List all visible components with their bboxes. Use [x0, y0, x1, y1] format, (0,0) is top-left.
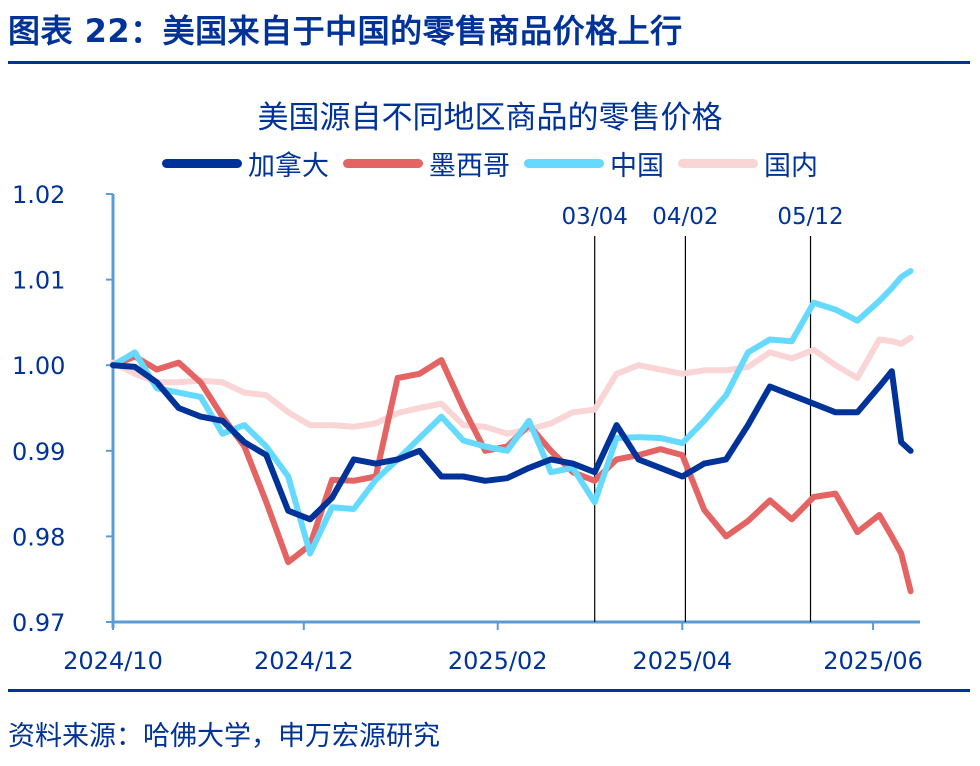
series-line-2: [110, 268, 914, 557]
legend: 加拿大 墨西哥 中国 国内: [0, 144, 980, 183]
chart-title: 美国源自不同地区商品的零售价格: [257, 100, 723, 136]
y-tick-label: 0.98: [12, 523, 65, 551]
figure-title: 图表 22：美国来自于中国的零售商品价格上行: [8, 12, 683, 50]
legend-label: 中国: [610, 151, 664, 182]
line-chart: 1.02 1.01 1.00 0.99 0.98 0.97 2024/10 2024/12 20…: [12, 181, 923, 675]
x-tick-label: 2025/02: [448, 647, 548, 675]
footer-divider: [8, 689, 970, 692]
legend-label: 国内: [764, 151, 818, 182]
x-tick-label: 2024/12: [254, 647, 354, 675]
event-label: 05/12: [777, 204, 843, 230]
legend-item-canada: 加拿大: [162, 144, 329, 183]
legend-label: 加拿大: [248, 151, 329, 182]
source-note: 资料来源：哈佛大学，申万宏源研究: [8, 721, 440, 752]
legend-swatch: [524, 159, 604, 168]
x-tick-label: 2025/04: [632, 647, 732, 675]
legend-item-mexico: 墨西哥: [343, 144, 510, 183]
y-tick-label: 1.00: [12, 352, 65, 380]
y-tick-label: 0.99: [12, 438, 65, 466]
legend-swatch: [678, 159, 758, 168]
legend-swatch: [343, 159, 423, 168]
event-label: 03/04: [562, 204, 628, 230]
y-tick-label: 1.01: [12, 267, 65, 295]
x-tick-label: 2025/06: [823, 647, 923, 675]
title-divider: [8, 61, 970, 64]
y-tick-label: 0.97: [12, 609, 65, 637]
series-line-0: [110, 362, 914, 523]
series-line-3: [110, 334, 914, 437]
legend-item-china: 中国: [524, 144, 664, 183]
legend-label: 墨西哥: [429, 151, 510, 182]
x-tick-label: 2024/10: [63, 647, 163, 675]
legend-swatch: [162, 159, 242, 168]
event-label: 04/02: [652, 204, 718, 230]
legend-item-domestic: 国内: [678, 144, 818, 183]
y-tick-label: 1.02: [12, 181, 65, 209]
